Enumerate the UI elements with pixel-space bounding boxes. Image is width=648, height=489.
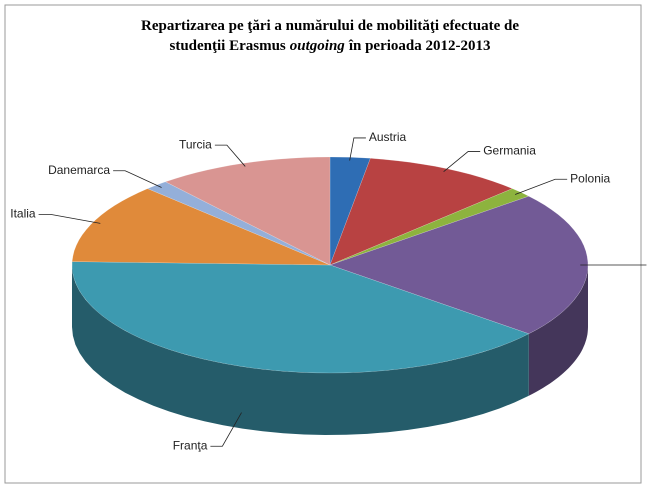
slice-label: Danemarca [48, 163, 110, 177]
leader-line [443, 151, 481, 172]
slice [71, 261, 530, 374]
chart-title: Repartizarea pe ţări a numărului de mobi… [141, 18, 519, 34]
leader-line [349, 137, 366, 161]
leader-line [38, 213, 101, 224]
title-part: studenţii Erasmus [170, 38, 286, 54]
leader-line [214, 144, 246, 167]
slice-label: Germania [483, 144, 536, 158]
slice-side [72, 265, 529, 435]
leader-line [514, 178, 568, 195]
chart-title: studenţii Erasmus outgoing în perioada 201… [170, 38, 491, 54]
leader-line [210, 412, 242, 447]
slice-label: Franţa [173, 438, 208, 452]
slice-side [528, 265, 588, 396]
slice-label: Austria [369, 130, 407, 144]
slice-label: Turcia [179, 137, 212, 151]
title-part: outgoing [290, 38, 346, 54]
leader-line [113, 170, 162, 188]
slice-label: Polonia [570, 171, 610, 185]
title-part: în perioada 2012-2013 [348, 38, 491, 54]
slice-label: Italia [10, 207, 36, 221]
